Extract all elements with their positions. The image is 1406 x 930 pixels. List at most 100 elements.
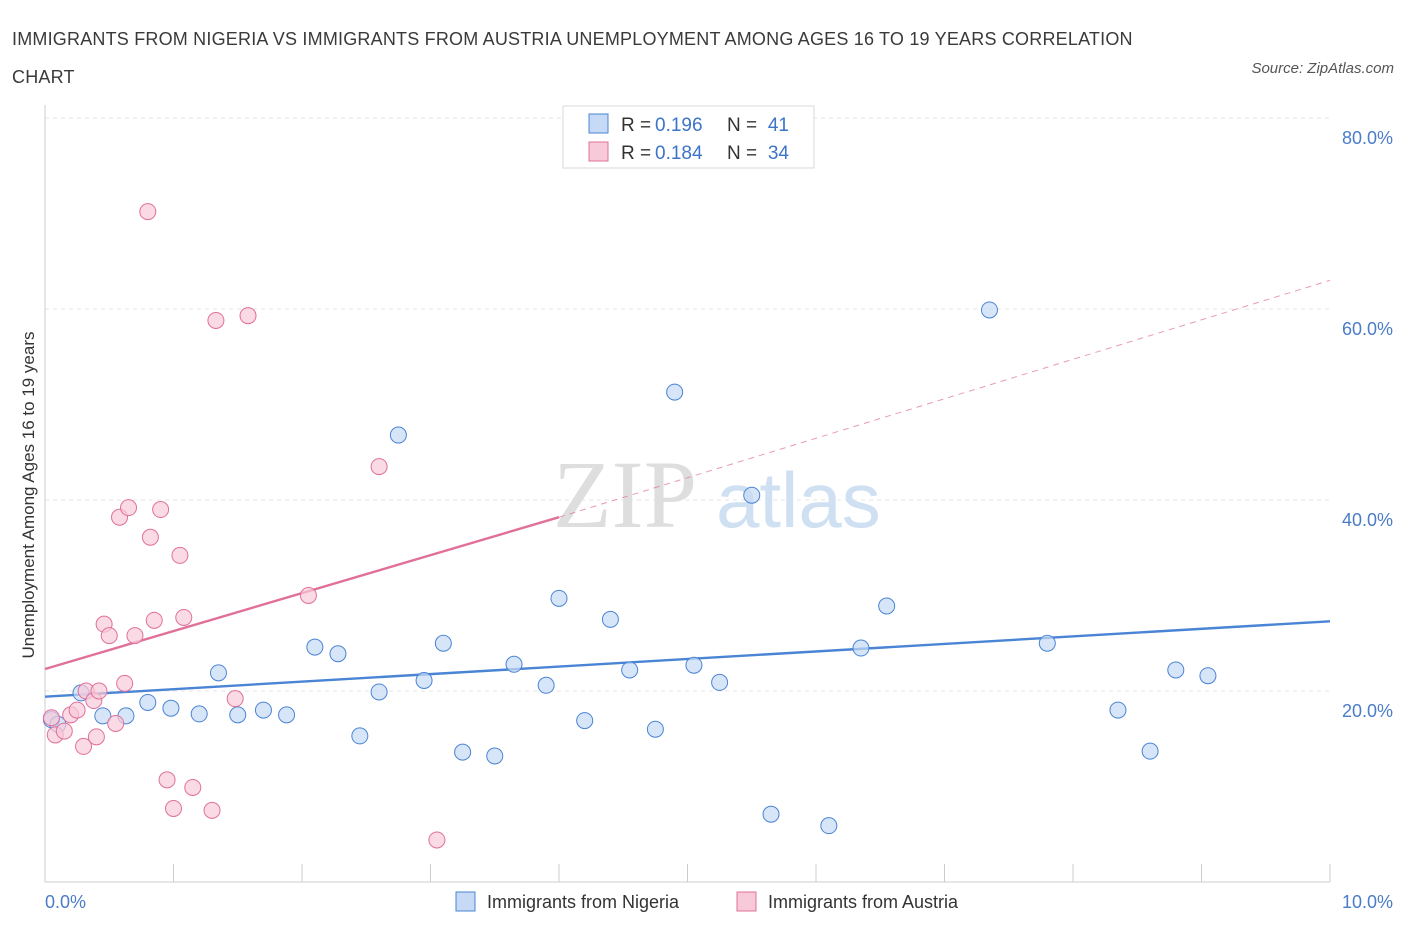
bottom-legend-label-0: Immigrants from Nigeria — [487, 892, 680, 912]
point-0-8 — [209, 664, 227, 682]
bottom-legend-label-1: Immigrants from Austria — [768, 892, 959, 912]
point-1-20 — [152, 501, 170, 519]
data-points — [42, 203, 1217, 849]
point-0-40 — [1167, 661, 1185, 679]
point-0-29 — [685, 656, 703, 674]
point-1-17 — [139, 203, 157, 221]
point-0-6 — [162, 699, 180, 717]
point-0-26 — [621, 661, 639, 679]
point-1-2 — [55, 722, 73, 740]
point-1-25 — [184, 778, 202, 796]
axes — [44, 105, 1331, 883]
y-tick-label-2: 60.0% — [1342, 319, 1393, 339]
point-0-38 — [1109, 701, 1127, 719]
x-tick-labels: 0.0% 10.0% — [45, 892, 1393, 912]
watermark-zip: ZIP — [553, 441, 697, 548]
source-label: Source: ZipAtlas.com — [1251, 60, 1394, 77]
y-tick-label-0: 20.0% — [1342, 701, 1393, 721]
point-1-26 — [203, 801, 221, 819]
point-1-16 — [126, 627, 144, 645]
trend-line-0 — [44, 620, 1331, 698]
point-0-37 — [1038, 634, 1056, 652]
point-0-14 — [351, 727, 369, 745]
point-1-18 — [141, 528, 159, 546]
legend-r-label-0: R = — [621, 115, 651, 136]
watermark: ZIP atlas — [553, 441, 881, 548]
point-1-24 — [175, 608, 193, 626]
legend-n-value-1: 34 — [768, 143, 790, 164]
point-0-9 — [229, 706, 247, 724]
point-0-18 — [434, 634, 452, 652]
point-0-28 — [666, 383, 684, 401]
point-1-27 — [207, 311, 225, 329]
legend-n-label-0: N = — [727, 115, 757, 136]
bottom-legend-swatch-1 — [736, 891, 757, 912]
legend-r-value-0: 0.196 — [655, 115, 703, 136]
watermark-atlas: atlas — [716, 456, 881, 544]
point-1-9 — [90, 682, 108, 700]
y-tick-label-3: 80.0% — [1342, 128, 1393, 148]
point-1-15 — [120, 499, 138, 517]
legend-n-value-0: 41 — [768, 115, 789, 136]
point-1-12 — [107, 714, 125, 732]
legend-swatch-0 — [588, 113, 609, 134]
point-0-34 — [852, 639, 870, 657]
point-0-22 — [537, 676, 555, 694]
legend-n-label-1: N = — [727, 143, 757, 164]
point-0-15 — [370, 683, 388, 701]
point-0-11 — [278, 706, 296, 724]
point-0-35 — [878, 597, 896, 615]
trend-extension-1 — [558, 279, 1331, 518]
point-0-23 — [550, 589, 568, 607]
point-0-10 — [254, 701, 272, 719]
point-0-13 — [329, 645, 347, 663]
point-0-36 — [980, 301, 998, 319]
x-tick-label-0: 0.0% — [45, 892, 86, 912]
point-0-24 — [576, 712, 594, 730]
point-1-0 — [42, 709, 60, 727]
legend-r-label-1: R = — [621, 143, 651, 164]
point-0-20 — [486, 747, 504, 765]
point-1-8 — [87, 728, 105, 746]
y-tick-label-1: 40.0% — [1342, 510, 1393, 530]
legend-r-value-1: 0.184 — [655, 143, 703, 164]
point-1-23 — [171, 546, 189, 564]
bottom-legend-swatch-0 — [455, 891, 476, 912]
point-0-39 — [1141, 742, 1159, 760]
point-0-3 — [94, 707, 112, 725]
legend-swatch-1 — [588, 141, 609, 162]
point-0-30 — [711, 673, 729, 691]
point-0-21 — [505, 655, 523, 673]
point-0-19 — [454, 743, 472, 761]
y-tick-labels: 20.0% 40.0% 60.0% 80.0% — [1342, 128, 1393, 721]
y-axis-label: Unemployment Among Ages 16 to 19 years — [19, 332, 38, 659]
point-1-11 — [100, 627, 118, 645]
legend-box: R = 0.196 N = 41 R = 0.184 N = 34 — [562, 105, 815, 169]
point-0-16 — [389, 426, 407, 444]
point-1-32 — [428, 831, 446, 849]
point-0-27 — [646, 720, 664, 738]
point-0-7 — [190, 705, 208, 723]
point-1-31 — [370, 458, 388, 476]
chart-title: IMMIGRANTS FROM NIGERIA VS IMMIGRANTS FR… — [12, 29, 1133, 87]
point-0-12 — [306, 638, 324, 656]
point-1-21 — [158, 771, 176, 789]
point-1-22 — [165, 799, 182, 817]
point-1-19 — [145, 611, 163, 629]
point-1-30 — [299, 587, 317, 604]
point-0-5 — [139, 693, 157, 711]
bottom-legend: Immigrants from Nigeria Immigrants from A… — [455, 891, 959, 912]
point-1-14 — [116, 674, 134, 692]
point-0-17 — [415, 671, 433, 689]
point-0-25 — [601, 610, 619, 628]
point-1-29 — [239, 307, 257, 325]
point-0-32 — [762, 805, 780, 823]
point-0-31 — [743, 486, 761, 504]
point-0-33 — [820, 817, 838, 835]
point-0-41 — [1199, 667, 1217, 685]
gridlines — [45, 117, 1330, 692]
point-1-5 — [75, 737, 93, 755]
point-1-4 — [68, 701, 86, 719]
x-tick-label-1: 10.0% — [1342, 892, 1393, 912]
